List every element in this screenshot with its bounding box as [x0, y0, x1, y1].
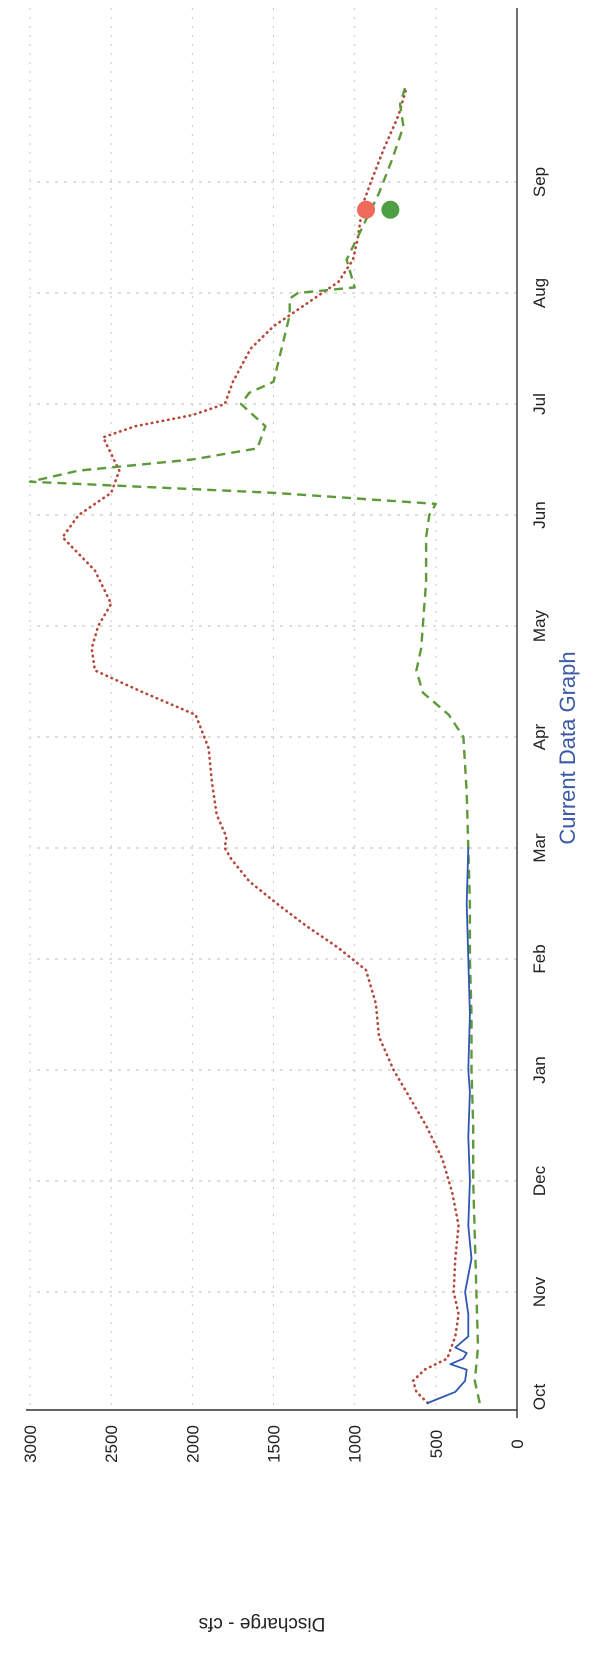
x-tick-label-aug: Aug: [530, 278, 549, 308]
x-tick-label-sep: Sep: [530, 167, 549, 197]
y-tick-label-0: 0: [508, 1439, 527, 1448]
graph-link-label[interactable]: Current Data Graph: [555, 651, 580, 844]
y-tick-label-2500: 2500: [102, 1425, 121, 1463]
y-tick-label-2000: 2000: [183, 1425, 202, 1463]
y-axis-title: Discharge - cfs: [199, 1613, 326, 1634]
grid-lines: [29, 8, 517, 1410]
series-lines: [28, 86, 481, 1405]
y-tick-label-3000: 3000: [21, 1425, 40, 1463]
x-tick-label-may: May: [530, 609, 549, 642]
x-tick-label-mar: Mar: [530, 833, 549, 863]
x-tick-label-nov: Nov: [530, 1276, 549, 1307]
series-line-dotted: [61, 86, 460, 1405]
x-tick-label-jul: Jul: [530, 393, 549, 415]
y-tick-label-1500: 1500: [265, 1425, 284, 1463]
x-tick-label-apr: Apr: [530, 723, 549, 750]
current-marker-1: [357, 200, 376, 219]
x-tick-label-oct: Oct: [530, 1384, 549, 1411]
y-tick-label-1000: 1000: [346, 1425, 365, 1463]
series-line-solid: [426, 847, 473, 1404]
tick-labels: Oct Nov Dec Jan Feb Mar Apr May Jun Jul Aug Sep 0 500…: [21, 167, 549, 1463]
y-tick-label-500: 500: [427, 1430, 446, 1458]
x-tick-label-jun: Jun: [530, 501, 549, 528]
x-tick-label-dec: Dec: [530, 1165, 549, 1196]
x-tick-label-feb: Feb: [530, 944, 549, 973]
x-tick-label-jan: Jan: [530, 1056, 549, 1083]
current-markers: [357, 200, 400, 219]
current-marker-2: [381, 200, 400, 219]
axes: [26, 8, 518, 1418]
